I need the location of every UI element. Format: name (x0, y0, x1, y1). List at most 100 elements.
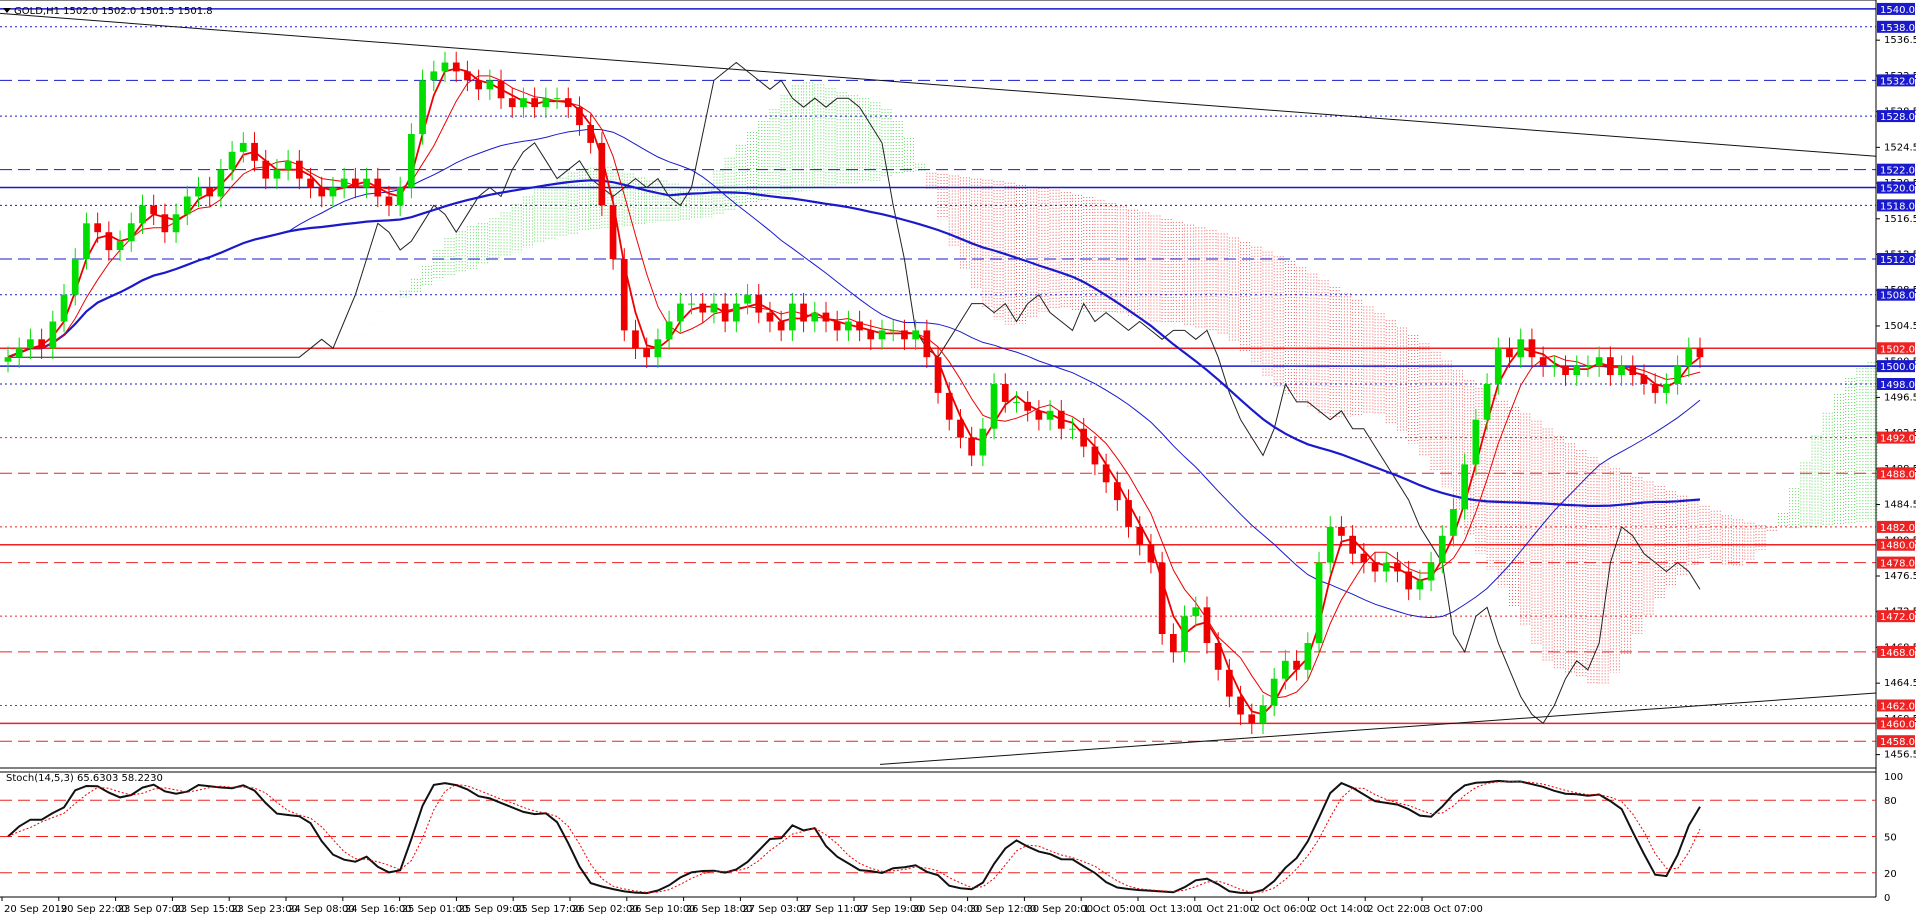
candle-body (363, 178, 370, 188)
candle-body (1248, 714, 1256, 724)
candle-body (867, 330, 875, 340)
candle-body (441, 62, 449, 72)
time-label: 2 Oct 14:00 (1310, 904, 1369, 915)
time-label: 30 Sep 04:00 (913, 904, 980, 915)
candle-body (60, 294, 68, 322)
level-label-box (1877, 342, 1915, 355)
time-label: 1 Oct 05:00 (1083, 904, 1142, 915)
candle-body (576, 107, 583, 126)
support-trendline (879, 692, 1877, 765)
candle-body (1461, 464, 1468, 510)
candle-body (822, 312, 830, 322)
candle-body (1483, 384, 1491, 420)
stochastic-panel: 100 80 50 20 0 (0, 772, 1903, 904)
candle-body (1539, 357, 1547, 367)
candle-body (1584, 366, 1592, 368)
candle-body (1629, 366, 1637, 375)
candle-body (912, 330, 919, 340)
chart-title: GOLD,H1 1502.0 1502.0 1501.5 1501.8 (14, 6, 213, 17)
candle-body (1293, 660, 1300, 670)
candle-body (139, 205, 146, 224)
candle-body (1360, 553, 1368, 563)
candle-body (172, 214, 180, 233)
candle-body (833, 321, 841, 331)
stoch-tick-label: 80 (1884, 796, 1897, 807)
candle-body (4, 357, 12, 362)
candle-body (374, 178, 382, 197)
time-label: 26 Sep 02:00 (572, 904, 639, 915)
candle-body (1282, 660, 1289, 679)
candle-body (1438, 535, 1446, 563)
time-label: 25 Sep 09:00 (458, 904, 525, 915)
chart-frame (0, 0, 1877, 898)
time-label: 26 Sep 10:00 (629, 904, 696, 915)
time-label: 2 Oct 22:00 (1367, 904, 1426, 915)
candle-body (1528, 339, 1536, 358)
candle-body (1315, 562, 1323, 643)
candle-body (901, 330, 908, 340)
candle-body (520, 98, 527, 108)
candle-body (183, 196, 191, 215)
price-tick-label: 1504.5 (1884, 321, 1916, 332)
time-label: 20 Sep 22:00 (61, 904, 128, 915)
candle-body (1517, 339, 1525, 358)
candle-body (934, 357, 942, 393)
candle-body (1663, 384, 1670, 393)
candle-body (385, 196, 393, 206)
level-label: 1488.0 (1880, 469, 1915, 480)
trendlines (0, 12, 1877, 765)
stoch-k-line (7, 779, 1701, 895)
level-label: 1462.0 (1880, 701, 1915, 712)
candle-body (1494, 348, 1502, 384)
candle-body (1069, 428, 1076, 430)
level-label-box (1877, 735, 1915, 748)
candle-body (284, 160, 292, 170)
level-label: 1508.0 (1880, 291, 1915, 302)
price-tick-label: 1464.5 (1884, 678, 1916, 689)
candle-body (71, 259, 79, 295)
candle-body (710, 303, 718, 313)
price-tick-label: 1536.5 (1884, 35, 1916, 46)
candle-body (1371, 562, 1379, 572)
candle-body (1125, 500, 1132, 527)
time-label: 26 Sep 18:00 (686, 904, 753, 915)
level-label-box (1877, 538, 1915, 551)
level-label: 1492.0 (1880, 434, 1915, 445)
level-label-box (1877, 2, 1915, 15)
candle-body (744, 294, 751, 304)
candle-body (1382, 562, 1390, 572)
candle-body (352, 178, 359, 188)
candle-body (1696, 348, 1704, 358)
candle-body (430, 71, 438, 81)
candle-body (721, 303, 729, 322)
candle-body (1181, 616, 1188, 652)
candle-body (542, 98, 550, 108)
candle-body (1472, 419, 1480, 465)
candle-body (150, 205, 157, 215)
resistance-trendline (0, 12, 1877, 157)
candle-body (598, 142, 606, 206)
candle-body (1259, 705, 1267, 724)
price-tick-label: 1516.5 (1884, 214, 1916, 225)
candle-body (329, 187, 337, 197)
candle-body (217, 169, 225, 197)
candle-body (228, 151, 236, 170)
candle-body (1450, 509, 1457, 536)
level-label-box (1877, 556, 1915, 569)
candle-body (1046, 410, 1054, 420)
triangle-down-icon (3, 8, 11, 13)
candle-body (1562, 366, 1569, 375)
candle-body (665, 321, 673, 340)
candle-body (239, 142, 247, 152)
candle-body (1405, 571, 1412, 590)
candle-body (800, 303, 807, 322)
level-label: 1468.0 (1880, 648, 1915, 659)
price-tick-label: 1456.5 (1884, 750, 1916, 761)
price-tick-label: 1524.5 (1884, 142, 1916, 153)
candle-body (49, 321, 57, 349)
time-label: 25 Sep 01:00 (402, 904, 469, 915)
candle-body (1024, 401, 1031, 411)
time-label: 1 Oct 21:00 (1197, 904, 1256, 915)
